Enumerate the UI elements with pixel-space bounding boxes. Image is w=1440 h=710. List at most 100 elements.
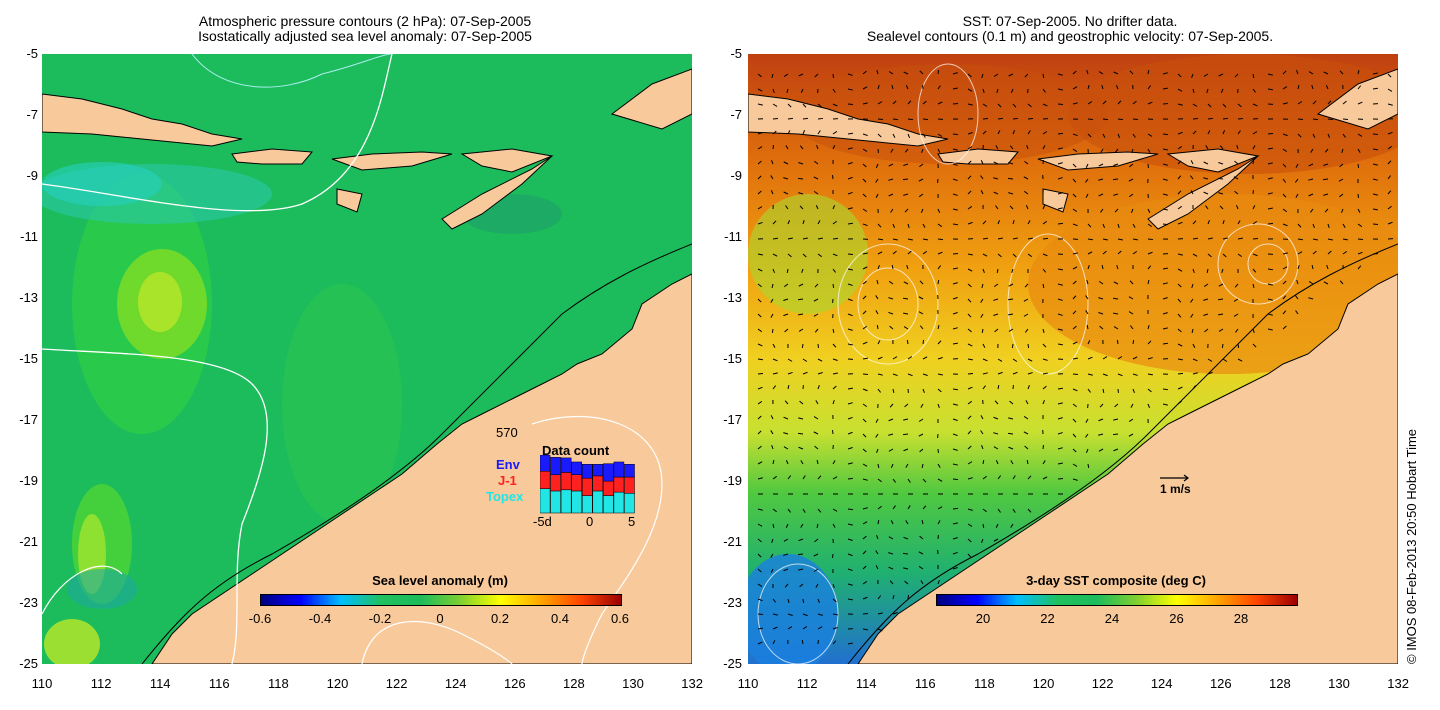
velocity-arrow <box>847 568 853 572</box>
velocity-arrow <box>862 70 867 75</box>
velocity-arrow <box>952 296 958 300</box>
velocity-arrow <box>1297 84 1300 90</box>
velocity-arrow <box>967 523 973 527</box>
velocity-arrow <box>771 538 774 544</box>
velocity-arrow <box>1128 178 1134 182</box>
velocity-arrow <box>1147 357 1153 360</box>
velocity-arrow <box>1237 220 1241 225</box>
velocity-arrow <box>813 298 819 302</box>
velocity-arrow <box>1162 223 1169 226</box>
velocity-arrow <box>1012 219 1015 225</box>
velocity-arrow <box>1025 205 1029 210</box>
colorbar-tick-label: 0 <box>436 611 444 626</box>
velocity-arrow <box>1072 148 1078 152</box>
velocity-arrow <box>772 459 775 465</box>
x-tick-label: 116 <box>914 676 936 691</box>
velocity-arrow <box>1372 193 1378 196</box>
velocity-arrow <box>997 220 1001 225</box>
velocity-arrow <box>1323 178 1329 181</box>
velocity-arrow <box>757 553 762 558</box>
velocity-arrow <box>907 505 911 510</box>
data-count-bar-topex <box>603 495 614 514</box>
velocity-arrow <box>1222 219 1225 225</box>
velocity-arrow <box>802 219 805 225</box>
velocity-arrow <box>1177 73 1182 78</box>
right-map-panel <box>748 54 1398 664</box>
velocity-arrow <box>1072 86 1078 90</box>
velocity-arrow <box>862 388 868 392</box>
velocity-arrow <box>1113 326 1119 330</box>
velocity-arrow <box>783 283 789 288</box>
velocity-arrow <box>981 328 984 334</box>
velocity-arrow <box>888 566 894 570</box>
velocity-arrow <box>1252 328 1255 334</box>
velocity-arrow <box>847 328 853 331</box>
velocity-arrow <box>1177 175 1182 180</box>
velocity-arrow <box>1311 84 1314 90</box>
velocity-arrow <box>1087 101 1093 105</box>
velocity-arrow <box>892 478 897 483</box>
velocity-arrow <box>772 372 778 375</box>
velocity-arrow <box>1192 237 1198 240</box>
velocity-arrow <box>1102 118 1109 121</box>
velocity-arrow <box>1219 145 1224 150</box>
velocity-arrow <box>1027 103 1032 108</box>
velocity-arrow <box>832 613 838 616</box>
velocity-arrow <box>1267 207 1273 210</box>
x-tick-label: 110 <box>31 676 53 691</box>
velocity-arrow <box>862 163 867 168</box>
velocity-arrow <box>847 598 853 601</box>
velocity-arrow <box>1132 100 1137 105</box>
velocity-arrow <box>847 431 853 435</box>
velocity-arrow <box>875 163 879 168</box>
velocity-arrow <box>1162 208 1168 211</box>
velocity-arrow <box>847 88 853 91</box>
velocity-arrow <box>1024 283 1029 288</box>
velocity-arrow <box>1147 324 1150 330</box>
velocity-arrow <box>888 193 894 197</box>
velocity-arrow <box>907 118 913 121</box>
velocity-arrow <box>1206 88 1209 94</box>
velocity-arrow <box>1177 205 1183 210</box>
velocity-arrow <box>1192 385 1196 390</box>
velocity-arrow <box>786 88 789 94</box>
velocity-arrow <box>772 220 777 225</box>
velocity-arrow <box>937 85 941 90</box>
velocity-arrow <box>906 339 909 345</box>
velocity-arrow <box>1147 340 1152 345</box>
velocity-arrow <box>1357 148 1361 153</box>
velocity-arrow <box>832 88 836 93</box>
velocity-arrow <box>1057 132 1064 135</box>
velocity-arrow <box>1147 238 1154 241</box>
velocity-arrow <box>1042 343 1047 348</box>
velocity-arrow <box>890 463 894 468</box>
velocity-arrow <box>1132 373 1138 376</box>
velocity-arrow <box>770 175 774 180</box>
velocity-arrow <box>1387 205 1392 210</box>
velocity-arrow <box>1237 237 1243 240</box>
velocity-arrow <box>799 145 804 150</box>
velocity-arrow <box>967 190 972 195</box>
velocity-arrow <box>801 343 804 349</box>
velocity-arrow <box>888 418 894 422</box>
velocity-arrow <box>862 310 867 315</box>
velocity-arrow <box>798 73 804 77</box>
velocity-arrow <box>1147 85 1151 90</box>
y-tick-label: -9 <box>26 168 38 183</box>
velocity-arrow <box>1177 283 1182 288</box>
velocity-arrow <box>1342 118 1349 121</box>
right-title: SST: 07-Sep-2005. No drifter data. Seale… <box>745 14 1395 44</box>
x-tick-label: 116 <box>208 676 230 691</box>
velocity-arrow <box>783 313 789 317</box>
data-count-bar-env <box>560 457 572 473</box>
velocity-arrow <box>1297 101 1303 105</box>
velocity-arrow <box>815 583 819 588</box>
colorbar-tick-label: 22 <box>1040 611 1055 626</box>
velocity-arrow <box>967 508 973 511</box>
velocity-arrow <box>862 193 867 198</box>
velocity-arrow <box>1297 264 1300 270</box>
velocity-arrow <box>1237 103 1242 108</box>
colorbar-tick-label: 20 <box>975 611 991 626</box>
velocity-arrow <box>1308 178 1314 181</box>
velocity-arrow <box>1027 220 1031 225</box>
